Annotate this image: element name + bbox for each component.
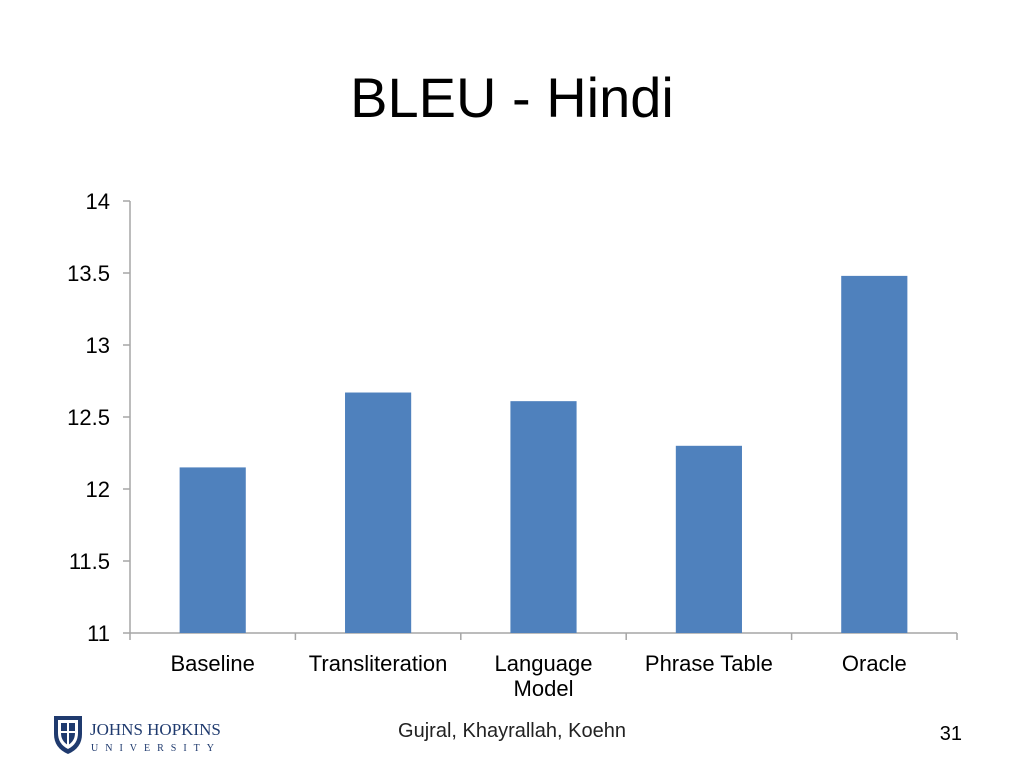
x-tick-label-line: Language [495,651,593,676]
y-tick-label: 14 [86,189,110,214]
x-tick-label: Transliteration [309,651,448,676]
x-tick-label: Baseline [171,651,255,676]
bars-group [179,275,908,633]
bar-chart: 11 11.5 12 12.5 13 13.5 14 Baseline Translitera… [67,189,958,701]
x-tick-label-line: Phrase Table [645,651,773,676]
x-tick-labels: Baseline Transliteration Language Model Phra… [171,651,907,701]
page-number: 31 [939,723,962,745]
y-tick-label: 11.5 [69,549,110,574]
x-tick-label: Language Model [495,651,593,701]
y-tick-label: 12.5 [67,405,110,430]
bar [675,445,742,633]
y-tick-label: 11 [87,621,110,646]
logo-name-line2: UNIVERSITY [91,743,221,754]
x-tick-label-line: Baseline [171,651,255,676]
y-axis [123,200,131,634]
y-tick-labels: 11 11.5 12 12.5 13 13.5 14 [67,189,110,646]
logo-name-line1: JOHNS HOPKINS [90,720,221,739]
bar [510,401,577,633]
x-tick-label-line: Oracle [842,651,907,676]
bar [179,467,246,633]
bar [841,275,908,633]
x-tick-label-line: Model [514,676,574,701]
x-tick-label: Phrase Table [645,651,773,676]
x-axis [129,632,958,640]
y-tick-label: 13.5 [67,261,110,286]
johns-hopkins-logo: JOHNS HOPKINS UNIVERSITY [54,716,221,754]
y-tick-label: 12 [86,477,110,502]
bar [345,392,412,633]
y-tick-label: 13 [86,333,110,358]
x-tick-label: Oracle [842,651,907,676]
johns-hopkins-shield-icon [54,716,82,754]
x-tick-label-line: Transliteration [309,651,448,676]
footer-authors: Gujral, Khayrallah, Koehn [398,720,626,742]
slide-title: BLEU - Hindi [350,66,674,129]
